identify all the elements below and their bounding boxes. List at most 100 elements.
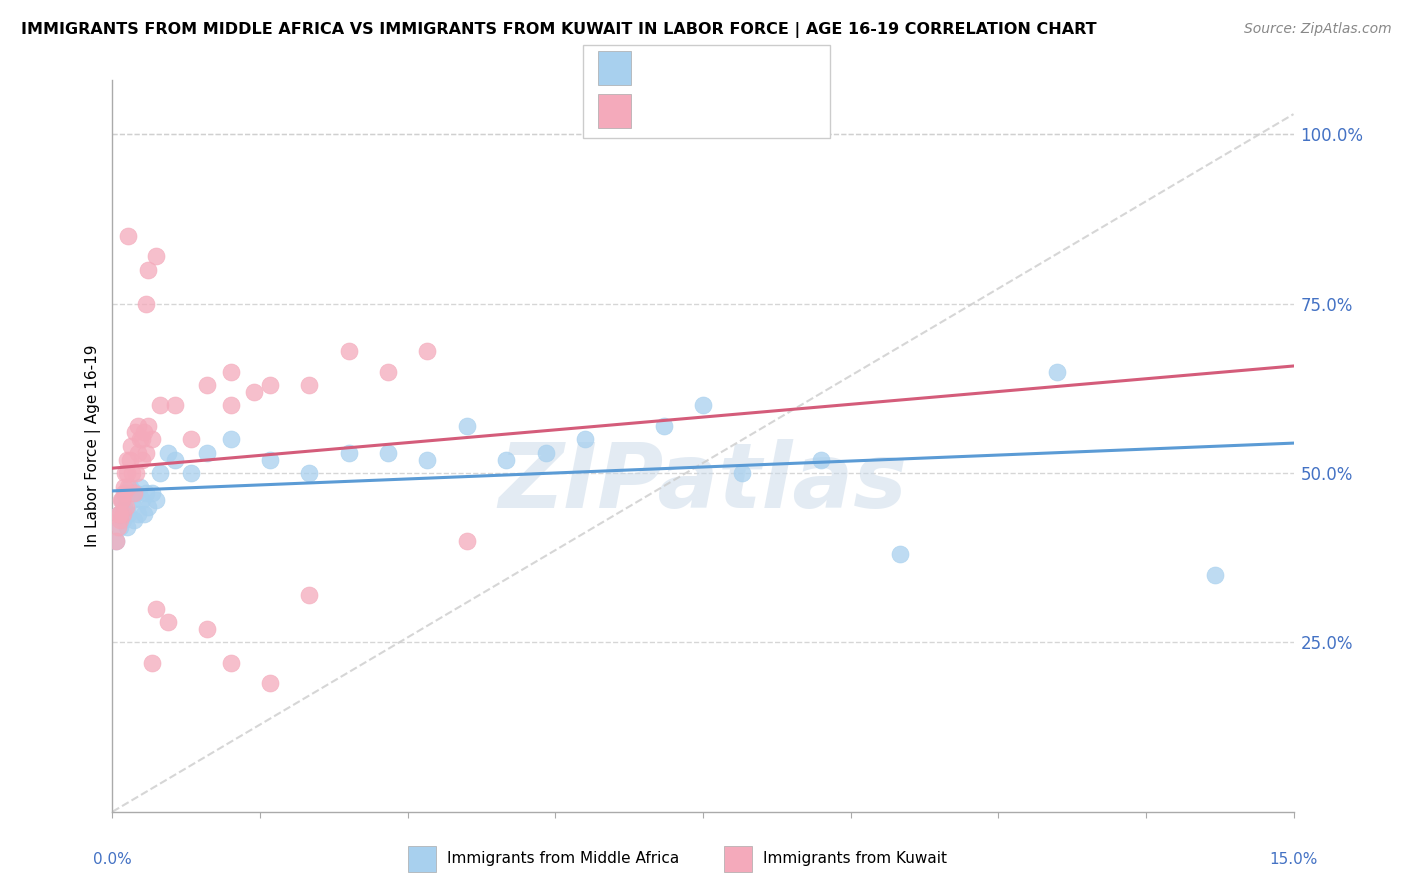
Point [243, 384, 266, 399]
Point [111, 507, 134, 521]
Point [105, 533, 128, 548]
Point [112, 500, 135, 514]
Point [107, 507, 129, 521]
Point [110, 514, 132, 528]
Text: 15.0%: 15.0% [1270, 853, 1317, 867]
Point [456, 533, 478, 548]
Point [122, 486, 145, 500]
Point [129, 432, 152, 446]
Point [131, 432, 153, 446]
Point [456, 418, 478, 433]
Text: IMMIGRANTS FROM MIDDLE AFRICA VS IMMIGRANTS FROM KUWAIT IN LABOR FORCE | AGE 16-: IMMIGRANTS FROM MIDDLE AFRICA VS IMMIGRA… [21, 22, 1097, 38]
Point [111, 493, 134, 508]
Text: N =: N = [723, 102, 759, 120]
Text: Immigrants from Kuwait: Immigrants from Kuwait [763, 852, 948, 866]
Point [117, 229, 139, 244]
Point [107, 520, 129, 534]
Point [124, 425, 146, 440]
Point [131, 493, 153, 508]
Point [117, 452, 139, 467]
Text: N =: N = [723, 59, 759, 77]
Text: 0.171: 0.171 [671, 59, 723, 77]
Point [156, 615, 179, 629]
Point [115, 500, 138, 514]
Point [112, 480, 135, 494]
Text: 0.425: 0.425 [671, 102, 723, 120]
Point [337, 446, 360, 460]
Point [377, 446, 399, 460]
Point [1204, 567, 1226, 582]
Point [416, 452, 439, 467]
Point [118, 452, 141, 467]
Point [298, 466, 321, 480]
Point [141, 656, 163, 670]
Point [149, 466, 172, 480]
Point [416, 344, 439, 359]
Point [652, 418, 675, 433]
Text: 0.0%: 0.0% [93, 853, 132, 867]
Point [165, 452, 187, 467]
Text: R =: R = [643, 59, 679, 77]
Point [219, 398, 242, 412]
Point [127, 446, 149, 460]
Y-axis label: In Labor Force | Age 16-19: In Labor Force | Age 16-19 [86, 344, 101, 548]
Point [132, 507, 155, 521]
Point [136, 263, 159, 277]
Point [115, 486, 138, 500]
Point [111, 493, 134, 508]
Text: Immigrants from Middle Africa: Immigrants from Middle Africa [447, 852, 679, 866]
Point [534, 446, 557, 460]
Point [219, 656, 242, 670]
Point [195, 378, 218, 392]
Point [889, 547, 911, 561]
Point [125, 466, 148, 480]
Point [298, 378, 321, 392]
Point [195, 622, 218, 636]
Point [110, 493, 132, 508]
Point [108, 507, 131, 521]
Point [149, 398, 172, 412]
Point [195, 446, 218, 460]
Point [574, 432, 596, 446]
Point [115, 520, 138, 534]
Point [337, 344, 360, 359]
Point [219, 364, 242, 378]
Point [136, 418, 159, 433]
Point [114, 466, 136, 480]
Text: 42: 42 [751, 102, 775, 120]
Point [127, 418, 149, 433]
Point [259, 378, 281, 392]
Point [115, 466, 138, 480]
Text: ZIPatlas: ZIPatlas [499, 439, 907, 526]
Point [122, 514, 145, 528]
Point [110, 520, 132, 534]
Point [121, 493, 143, 508]
Point [120, 439, 142, 453]
Point [145, 601, 167, 615]
Point [135, 486, 157, 500]
Point [111, 514, 134, 528]
Point [112, 486, 135, 500]
Point [105, 533, 128, 548]
Point [180, 432, 202, 446]
Point [141, 432, 163, 446]
Point [180, 466, 202, 480]
Point [145, 493, 167, 508]
Point [219, 432, 242, 446]
Point [132, 425, 155, 440]
Point [165, 398, 187, 412]
Point [118, 480, 141, 494]
Point [117, 480, 139, 494]
Point [145, 249, 167, 263]
Point [117, 507, 139, 521]
Point [127, 507, 149, 521]
Point [1046, 364, 1069, 378]
Point [129, 480, 152, 494]
Point [107, 507, 129, 521]
Point [810, 452, 832, 467]
Point [135, 446, 157, 460]
Point [141, 486, 163, 500]
Text: Source: ZipAtlas.com: Source: ZipAtlas.com [1244, 22, 1392, 37]
Point [731, 466, 754, 480]
Point [495, 452, 517, 467]
